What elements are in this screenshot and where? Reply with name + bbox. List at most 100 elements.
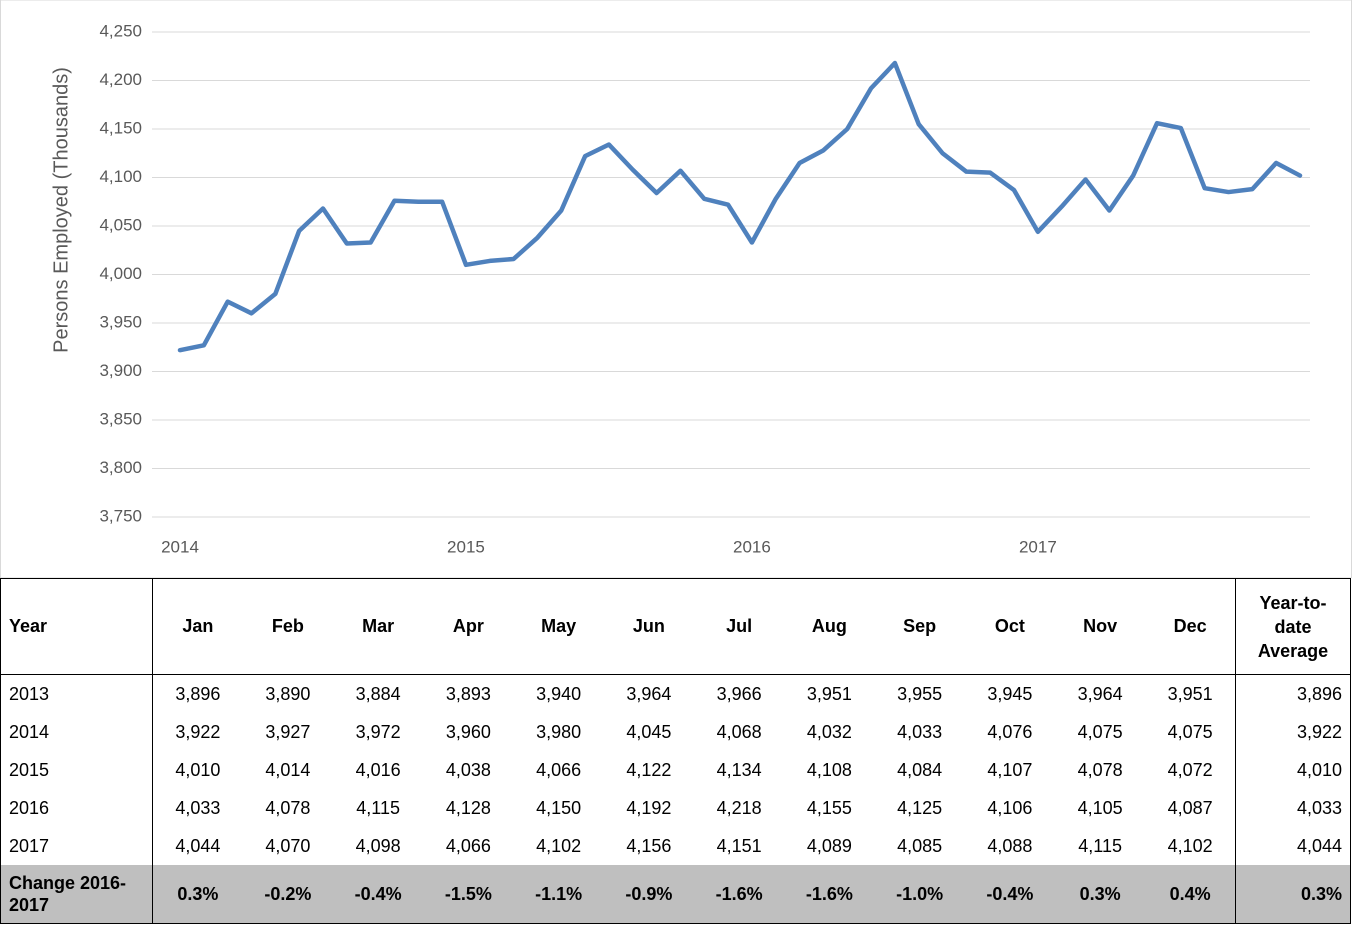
- y-tick-label: 3,850: [99, 409, 142, 428]
- table-cell: 3,951: [806, 683, 852, 704]
- table-cell: -1.6%: [694, 865, 785, 924]
- y-tick-label: 3,950: [99, 312, 142, 331]
- table-cell: 3,896: [1235, 674, 1351, 713]
- table-cell: Year: [0, 578, 153, 675]
- y-tick-label: 3,750: [99, 506, 142, 525]
- table-cell: Jan: [152, 578, 243, 675]
- table-cell: 3,980: [536, 721, 582, 742]
- table-cell: 4,115: [356, 797, 400, 818]
- table-cell: 3,884: [355, 683, 401, 704]
- table-cell: 4,010: [175, 759, 221, 780]
- x-tick-label: 2017: [1019, 537, 1057, 556]
- table-cell: -0.2%: [242, 865, 333, 924]
- y-tick-label: 3,800: [99, 458, 142, 477]
- table-cell: 3,966: [716, 683, 762, 704]
- table-row: 2015 4,010 4,014 4,016 4,038 4,066 4,122 4,134 4…: [0, 751, 1351, 789]
- table-cell: 4,078: [1077, 759, 1123, 780]
- table-cell: 3,927: [265, 721, 311, 742]
- table-cell: 4,106: [987, 797, 1033, 818]
- table-cell: -1.0%: [874, 865, 965, 924]
- table-cell: May: [513, 578, 604, 675]
- table-cell: Jun: [603, 578, 694, 675]
- table-row: 2016 4,033 4,078 4,115 4,128 4,150 4,192 4,218 4…: [0, 789, 1351, 827]
- x-tick-label: 2016: [733, 537, 771, 556]
- table-cell: 4,033: [897, 721, 943, 742]
- table-cell: 3,896: [175, 683, 221, 704]
- table-cell: 4,125: [897, 797, 943, 818]
- table-cell: 4,014: [265, 759, 311, 780]
- table-row: Year Jan Feb Mar Apr May Jun Jul Aug Sep Oct Nov Dec…: [0, 578, 1351, 675]
- table-cell: Sep: [874, 578, 965, 675]
- table-cell: 4,033: [175, 797, 221, 818]
- table-cell: 4,085: [897, 835, 943, 856]
- table-cell: 4,102: [536, 835, 582, 856]
- y-axis-label: Persons Employed (Thousands): [50, 67, 72, 353]
- table-cell: 4,033: [1235, 789, 1351, 827]
- table-cell: Year-to-date Average: [1235, 578, 1351, 675]
- table-cell: -0.4%: [333, 865, 424, 924]
- table-cell: Change 2016-2017: [0, 865, 153, 924]
- table-cell: 4,098: [355, 835, 401, 856]
- table-cell: 4,075: [1077, 721, 1123, 742]
- table-cell: 4,078: [265, 797, 311, 818]
- table-cell: 4,108: [806, 759, 852, 780]
- table-cell: 4,045: [626, 721, 672, 742]
- table-cell: 4,089: [806, 835, 852, 856]
- table-cell: 3,964: [626, 683, 672, 704]
- x-tick-label: 2015: [447, 537, 485, 556]
- table-cell: 4,066: [536, 759, 582, 780]
- y-tick-label: 4,250: [99, 21, 142, 40]
- table-cell: -0.9%: [603, 865, 694, 924]
- data-table: Year Jan Feb Mar Apr May Jun Jul Aug Sep Oct Nov Dec…: [0, 578, 1351, 924]
- table-cell: 4,016: [355, 759, 401, 780]
- table-cell: 4,122: [626, 759, 672, 780]
- table-cell: 3,960: [445, 721, 491, 742]
- table-cell: 3,945: [987, 683, 1033, 704]
- table-cell: 2013: [0, 674, 153, 713]
- table-cell: Apr: [423, 578, 514, 675]
- table-cell: Dec: [1145, 578, 1236, 675]
- table-cell: 3,922: [175, 721, 221, 742]
- y-tick-label: 4,050: [99, 215, 142, 234]
- table-cell: 4,155: [806, 797, 852, 818]
- table-cell: 0.4%: [1145, 865, 1236, 924]
- table-cell: 4,134: [716, 759, 762, 780]
- y-tick-label: 4,000: [99, 264, 142, 283]
- y-tick-label: 3,900: [99, 361, 142, 380]
- line-series: [177, 60, 1303, 353]
- table-cell: 3,922: [1235, 713, 1351, 751]
- table-row: 2013 3,896 3,890 3,884 3,893 3,940 3,964 3,966 3…: [0, 674, 1351, 713]
- table-cell: 4,075: [1167, 721, 1213, 742]
- table-cell: 4,076: [987, 721, 1033, 742]
- table-cell: 4,218: [716, 797, 762, 818]
- table-cell: 3,890: [265, 683, 311, 704]
- table-cell: 4,084: [897, 759, 943, 780]
- y-tick-label: 4,150: [99, 118, 142, 137]
- table-cell: Jul: [694, 578, 785, 675]
- table-cell: 4,070: [265, 835, 311, 856]
- table-cell: 4,192: [626, 797, 672, 818]
- table-cell: 4,087: [1167, 797, 1213, 818]
- table-cell: 4,156: [626, 835, 672, 856]
- table-cell: 4,044: [1235, 827, 1351, 865]
- table-cell: 3,951: [1167, 683, 1213, 704]
- table-cell: Feb: [242, 578, 333, 675]
- table-cell: 3,964: [1077, 683, 1123, 704]
- table-cell: -1.5%: [423, 865, 514, 924]
- table-cell: 4,150: [536, 797, 582, 818]
- table-cell: 0.3%: [1055, 865, 1146, 924]
- table-cell: -0.4%: [964, 865, 1055, 924]
- table-cell: 4,105: [1077, 797, 1123, 818]
- table-cell: 3,893: [445, 683, 491, 704]
- table-row: 2017 4,044 4,070 4,098 4,066 4,102 4,156 4,151 4…: [0, 827, 1351, 865]
- table-cell: 4,010: [1235, 751, 1351, 789]
- table-cell: 4,044: [175, 835, 221, 856]
- table-cell: 4,072: [1167, 759, 1213, 780]
- table-row: Change 2016-2017 0.3% -0.2% -0.4% -1.5% -1.1%…: [0, 865, 1351, 924]
- table-row: 2014 3,922 3,927 3,972 3,960 3,980 4,045 4,068 4…: [0, 713, 1351, 751]
- table-cell: 4,102: [1167, 835, 1213, 856]
- table-cell: 0.3%: [1235, 865, 1351, 924]
- table-cell: 3,972: [355, 721, 401, 742]
- table-cell: 0.3%: [152, 865, 243, 924]
